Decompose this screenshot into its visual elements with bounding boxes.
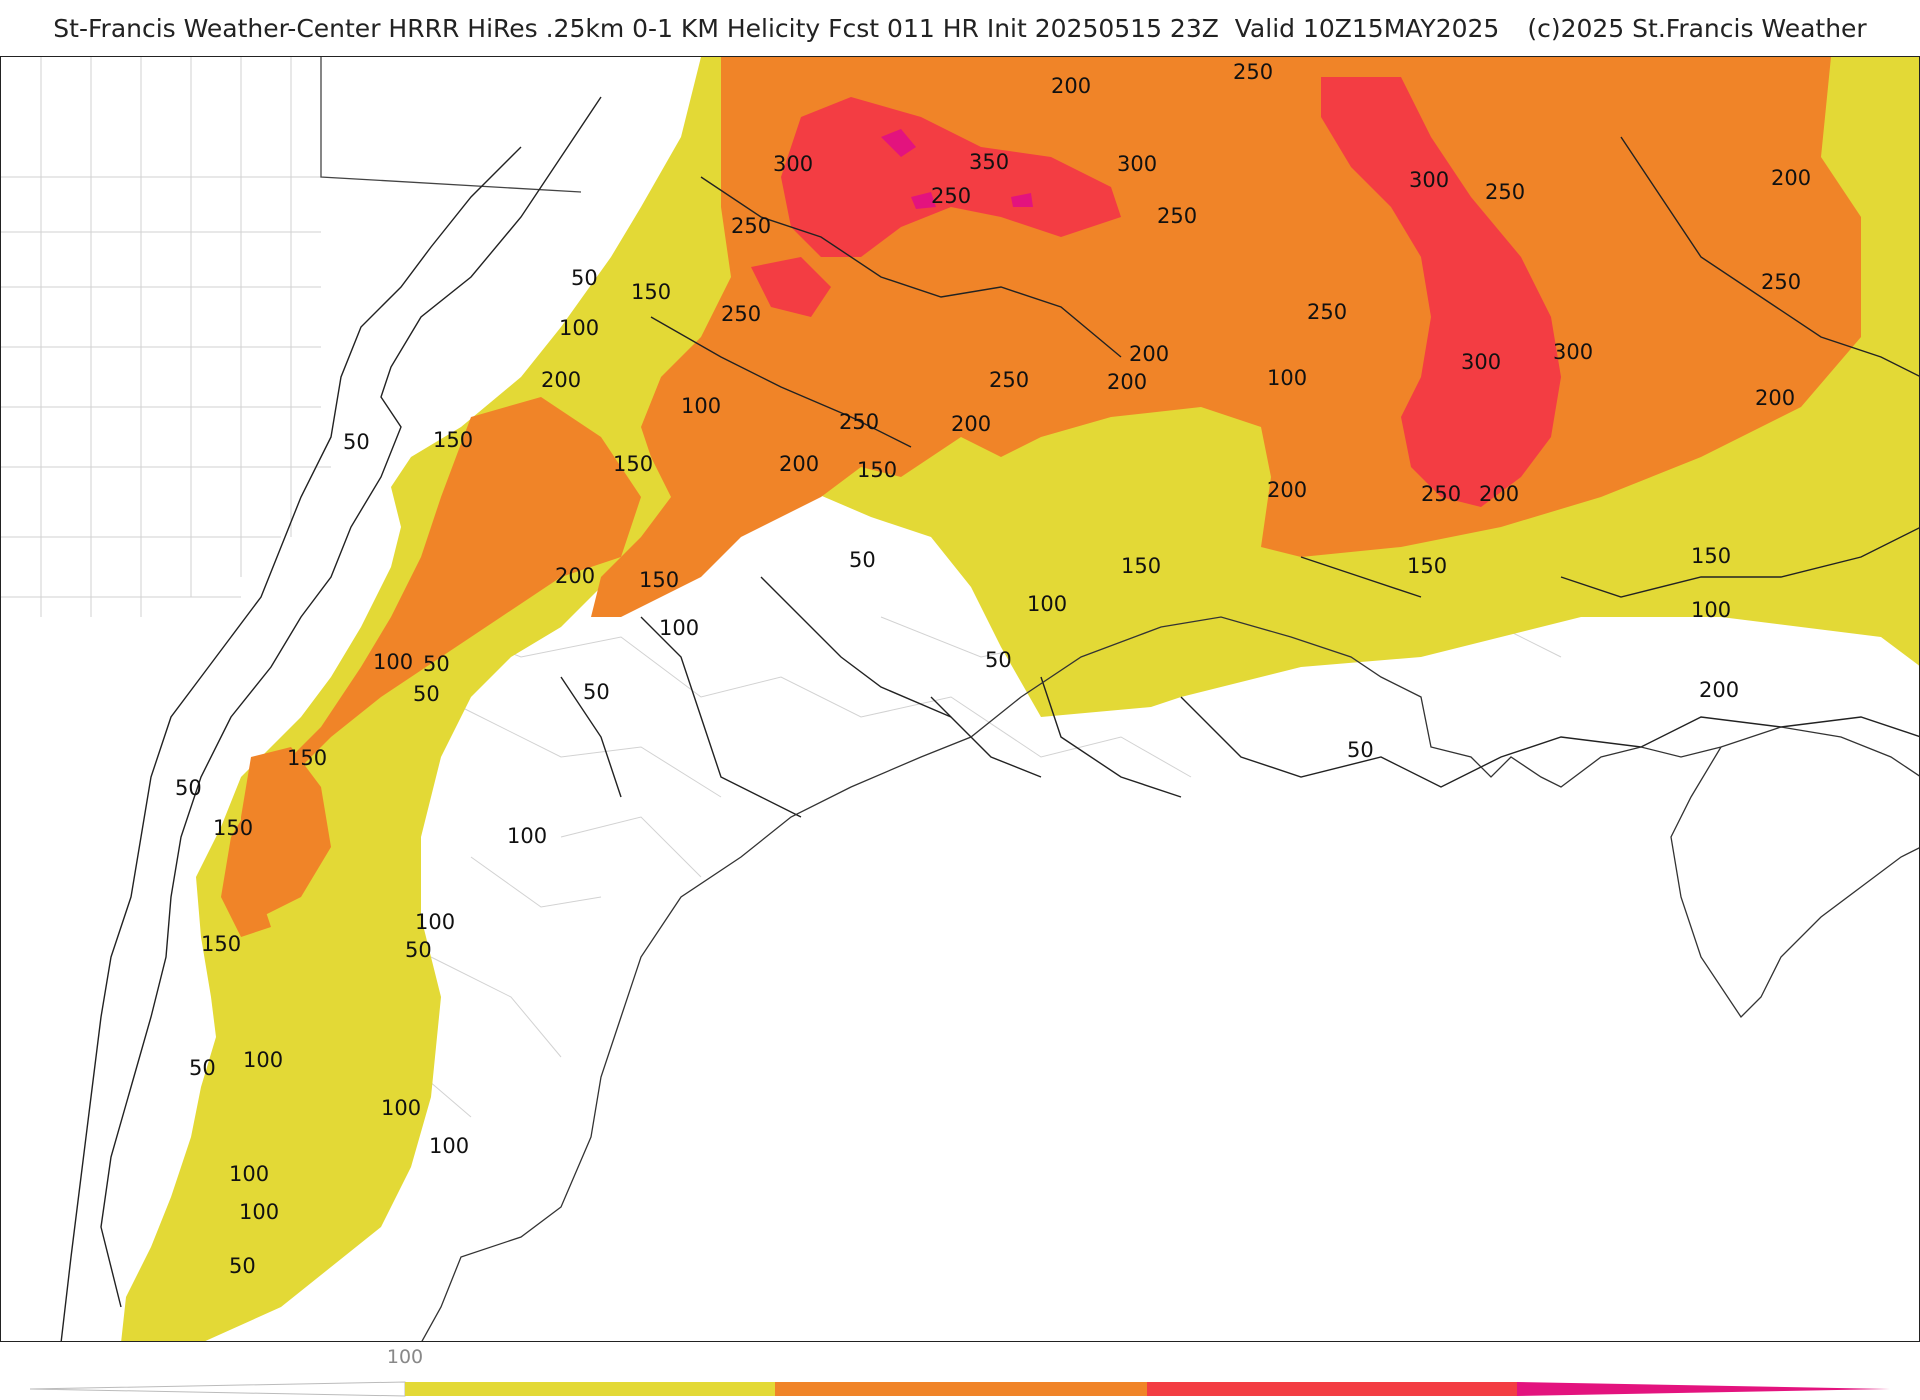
contour-label: 200: [951, 412, 991, 436]
county-boundaries: [1, 57, 1562, 1118]
contour-label: 200: [1755, 386, 1795, 410]
band-300-400-east: [1321, 77, 1561, 507]
contour-label: 100: [1691, 598, 1731, 622]
map-title-bar: St-Francis Weather-Center HRRR HiRes .25…: [0, 0, 1920, 56]
map-title: St-Francis Weather-Center HRRR HiRes .25…: [53, 13, 1500, 43]
contour-label: 100: [243, 1048, 283, 1072]
contour-label: 50: [849, 548, 876, 572]
contour-label: 150: [213, 816, 253, 840]
contour-label: 150: [631, 280, 671, 304]
contour-label: 50: [571, 266, 598, 290]
contour-label: 150: [1691, 544, 1731, 568]
contour-label: 200: [1699, 678, 1739, 702]
contour-label: 100: [429, 1134, 469, 1158]
coastline: [421, 616, 1919, 1341]
contour-label: 150: [1407, 554, 1447, 578]
legend-band-200-300: [775, 1382, 1147, 1396]
contour-label: 150: [287, 746, 327, 770]
contour-label: 50: [423, 652, 450, 676]
contour-label: 150: [639, 568, 679, 592]
contour-label: 250: [931, 184, 971, 208]
contour-label: 250: [1421, 482, 1461, 506]
copyright-notice: (c)2025 St.Francis Weather: [1527, 13, 1867, 43]
contour-label: 250: [989, 368, 1029, 392]
contour-label: 150: [1121, 554, 1161, 578]
band-200-300-west: [221, 397, 641, 937]
contour-label: 200: [779, 452, 819, 476]
contour-label: 100: [681, 394, 721, 418]
legend-band-100-200: [405, 1382, 775, 1396]
band-400-plus: [881, 129, 1033, 209]
contour-label: 250: [721, 302, 761, 326]
legend-band-400-plus: [1517, 1382, 1890, 1396]
contour-label: 100: [229, 1162, 269, 1186]
contour-label: 200: [1479, 482, 1519, 506]
contour-label: 200: [1051, 74, 1091, 98]
contour-label: 150: [857, 458, 897, 482]
contour-label: 50: [229, 1254, 256, 1278]
helicity-fill: [121, 57, 1919, 1341]
contour-label: 200: [1107, 370, 1147, 394]
contour-label: 300: [1409, 168, 1449, 192]
contour-label: 150: [201, 932, 241, 956]
band-200-300-southwest: [241, 747, 331, 917]
contour-label: 100: [373, 650, 413, 674]
contour-label: 50: [413, 682, 440, 706]
contour-label: 50: [405, 938, 432, 962]
contour-label: 300: [1117, 152, 1157, 176]
contour-label: 250: [1307, 300, 1347, 324]
band-300-400-north: [781, 97, 1121, 257]
contour-label: 200: [541, 368, 581, 392]
contour-label: 200: [1267, 478, 1307, 502]
contour-label: 100: [507, 824, 547, 848]
contour-label: 250: [1761, 270, 1801, 294]
contour-label: 50: [343, 430, 370, 454]
contour-label: 100: [559, 316, 599, 340]
map-canvas: 250 200 300 350 300 250 250 300 250 200 …: [1, 57, 1919, 1341]
contour-labels: 250 200 300 350 300 250 250 300 250 200 …: [175, 60, 1811, 1278]
contour-label: 50: [583, 680, 610, 704]
contour-label: 50: [175, 776, 202, 800]
contour-label: 250: [1157, 204, 1197, 228]
helicity-map: 250 200 300 350 300 250 250 300 250 200 …: [0, 56, 1920, 1342]
contour-label: 150: [433, 428, 473, 452]
contour-lines: [60, 96, 1919, 1341]
contour-label: 300: [1461, 350, 1501, 374]
color-scale-legend: 100: [0, 1342, 1920, 1400]
band-300-400-small: [751, 257, 831, 317]
contour-label: 250: [1485, 180, 1525, 204]
color-scale-bar: [29, 1381, 1890, 1397]
contour-label: 100: [1027, 592, 1067, 616]
contour-label: 350: [969, 150, 1009, 174]
contour-label: 200: [555, 564, 595, 588]
contour-label: 100: [1267, 366, 1307, 390]
contour-label: 50: [189, 1056, 216, 1080]
contour-label: 300: [1553, 340, 1593, 364]
contour-label: 250: [1233, 60, 1273, 84]
contour-label: 50: [1347, 738, 1374, 762]
legend-band-300-400: [1147, 1382, 1517, 1396]
contour-label: 100: [239, 1200, 279, 1224]
contour-label: 100: [659, 616, 699, 640]
legend-tick-label: 100: [386, 1346, 424, 1368]
contour-label: 100: [415, 910, 455, 934]
contour-label: 200: [1771, 166, 1811, 190]
contour-label: 250: [731, 214, 771, 238]
contour-label: 250: [839, 410, 879, 434]
contour-label: 300: [773, 152, 813, 176]
contour-label: 50: [985, 648, 1012, 672]
contour-label: 200: [1129, 342, 1169, 366]
contour-label: 100: [381, 1096, 421, 1120]
contour-label: 150: [613, 452, 653, 476]
legend-taper-low: [29, 1381, 406, 1397]
